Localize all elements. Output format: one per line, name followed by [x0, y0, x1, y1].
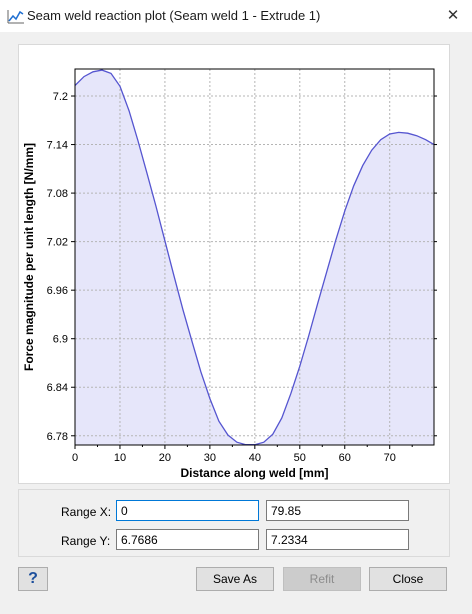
refit-button[interactable]: Refit: [283, 567, 361, 591]
y-axis-label: Force magnitude per unit length [N/mm]: [22, 143, 36, 371]
x-tick-label: 60: [339, 452, 351, 464]
y-tick-label: 7.08: [47, 188, 68, 200]
plot-area: 0 10 20 30 40 50 60 70 7.2 7.14 7.08 7.02 6.96 6.9 6.8…: [18, 44, 450, 484]
series-area-fill: [75, 70, 434, 445]
range-x-max-input[interactable]: [266, 500, 409, 521]
window-title: Seam weld reaction plot (Seam weld 1 - E…: [27, 8, 321, 23]
y-tick-label: 6.84: [47, 382, 68, 394]
range-x-label: Range X:: [61, 505, 112, 519]
x-tick-label: 30: [204, 452, 216, 464]
range-y-label: Range Y:: [61, 534, 111, 548]
y-tick-label: 7.02: [47, 237, 68, 249]
save-as-button[interactable]: Save As: [196, 567, 274, 591]
close-button[interactable]: Close: [369, 567, 447, 591]
x-tick-label: 10: [114, 452, 126, 464]
line-chart-icon: [7, 10, 24, 24]
y-tick-label: 7.14: [47, 140, 68, 152]
x-tick-label: 40: [249, 452, 261, 464]
x-tick-label: 20: [159, 452, 171, 464]
title-bar: Seam weld reaction plot (Seam weld 1 - E…: [0, 0, 472, 32]
y-tick-label: 6.96: [47, 285, 68, 297]
x-tick-label: 70: [384, 452, 396, 464]
y-tick-label: 7.2: [53, 91, 68, 103]
range-panel: Range X: Range Y:: [18, 489, 450, 557]
range-x-min-input[interactable]: [116, 500, 259, 521]
x-axis-label: Distance along weld [mm]: [180, 466, 328, 480]
y-tick-label: 6.78: [47, 431, 68, 443]
close-icon[interactable]: ✕: [446, 7, 460, 24]
help-button[interactable]: ?: [18, 567, 48, 591]
range-y-max-input[interactable]: [266, 529, 409, 550]
x-tick-label: 0: [72, 452, 78, 464]
reaction-chart: 0 10 20 30 40 50 60 70 7.2 7.14 7.08 7.02 6.96 6.9 6.8…: [22, 68, 437, 480]
range-y-min-input[interactable]: [116, 529, 259, 550]
y-tick-label: 6.9: [53, 334, 68, 346]
x-tick-label: 50: [294, 452, 306, 464]
